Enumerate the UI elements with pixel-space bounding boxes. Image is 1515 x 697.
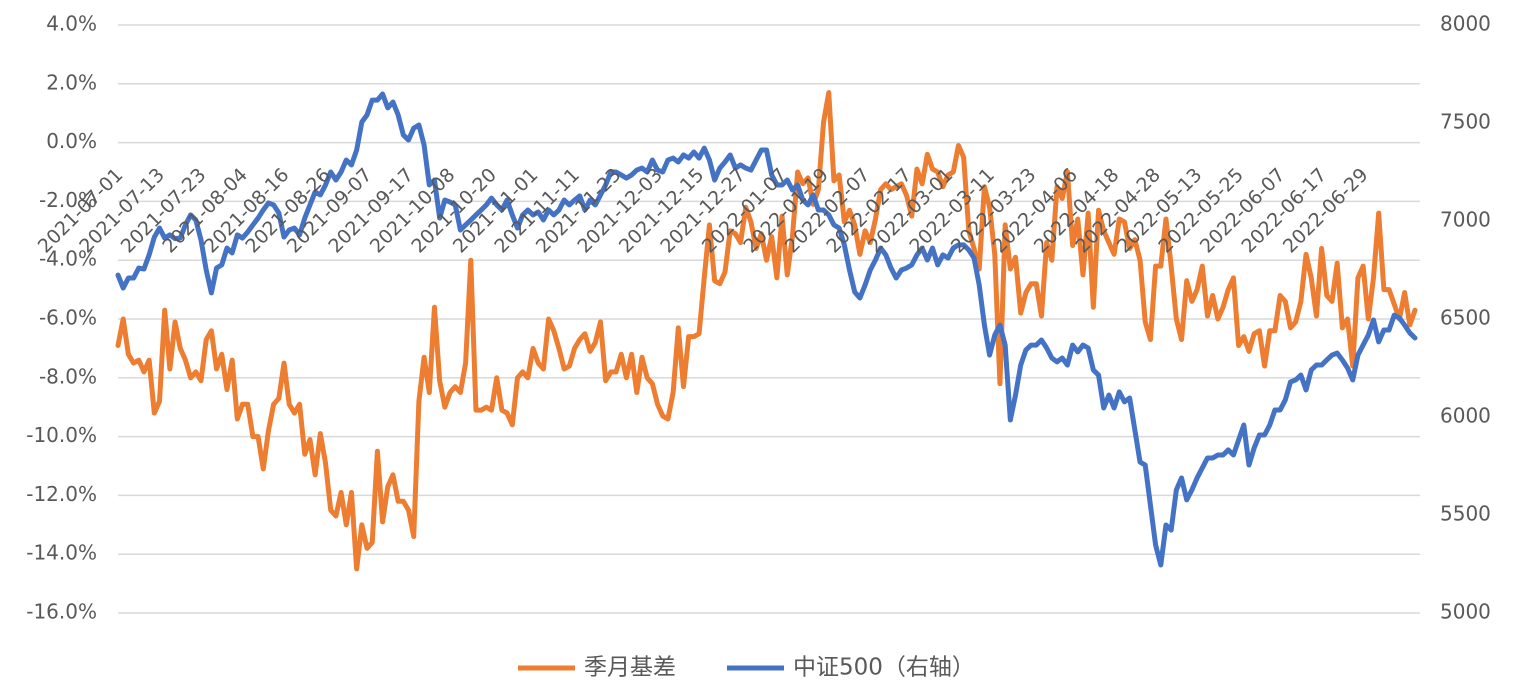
y-tick-label: 0.0% [46,129,97,153]
y-tick-label: -12.0% [26,482,97,506]
labels: -16.0% -14.0% -12.0% -10.0% -8.0% -6.0% -4.0% -… [26,12,1491,624]
y2-tick-label: 5000 [1440,600,1491,624]
y2-tick-label: 7000 [1440,208,1491,232]
y-tick-label: -10.0% [26,423,97,447]
y2-tick-label: 8000 [1440,12,1491,36]
y-tick-label: 4.0% [46,12,97,36]
y-tick-label: 2.0% [46,70,97,94]
y-tick-label: -4.0% [39,247,97,271]
lines [115,90,1418,572]
y2-tick-label: 5500 [1440,502,1491,526]
y-tick-label: -2.0% [39,188,97,212]
y-tick-label: -14.0% [26,541,97,565]
series-line [115,90,1418,572]
y-tick-label: -6.0% [39,306,97,330]
grid [118,24,1420,614]
legend-label: 季月基差 [584,655,676,681]
y-tick-label: -8.0% [39,364,97,388]
y2-tick-label: 7500 [1440,110,1491,134]
legend: 季月基差 中证500（右轴） [518,655,975,681]
y2-tick-label: 6500 [1440,306,1491,330]
y2-tick-label: 6000 [1440,404,1491,428]
legend-label: 中证500（右轴） [793,655,975,681]
series-line [115,91,1418,568]
y-tick-label: -16.0% [26,600,97,624]
